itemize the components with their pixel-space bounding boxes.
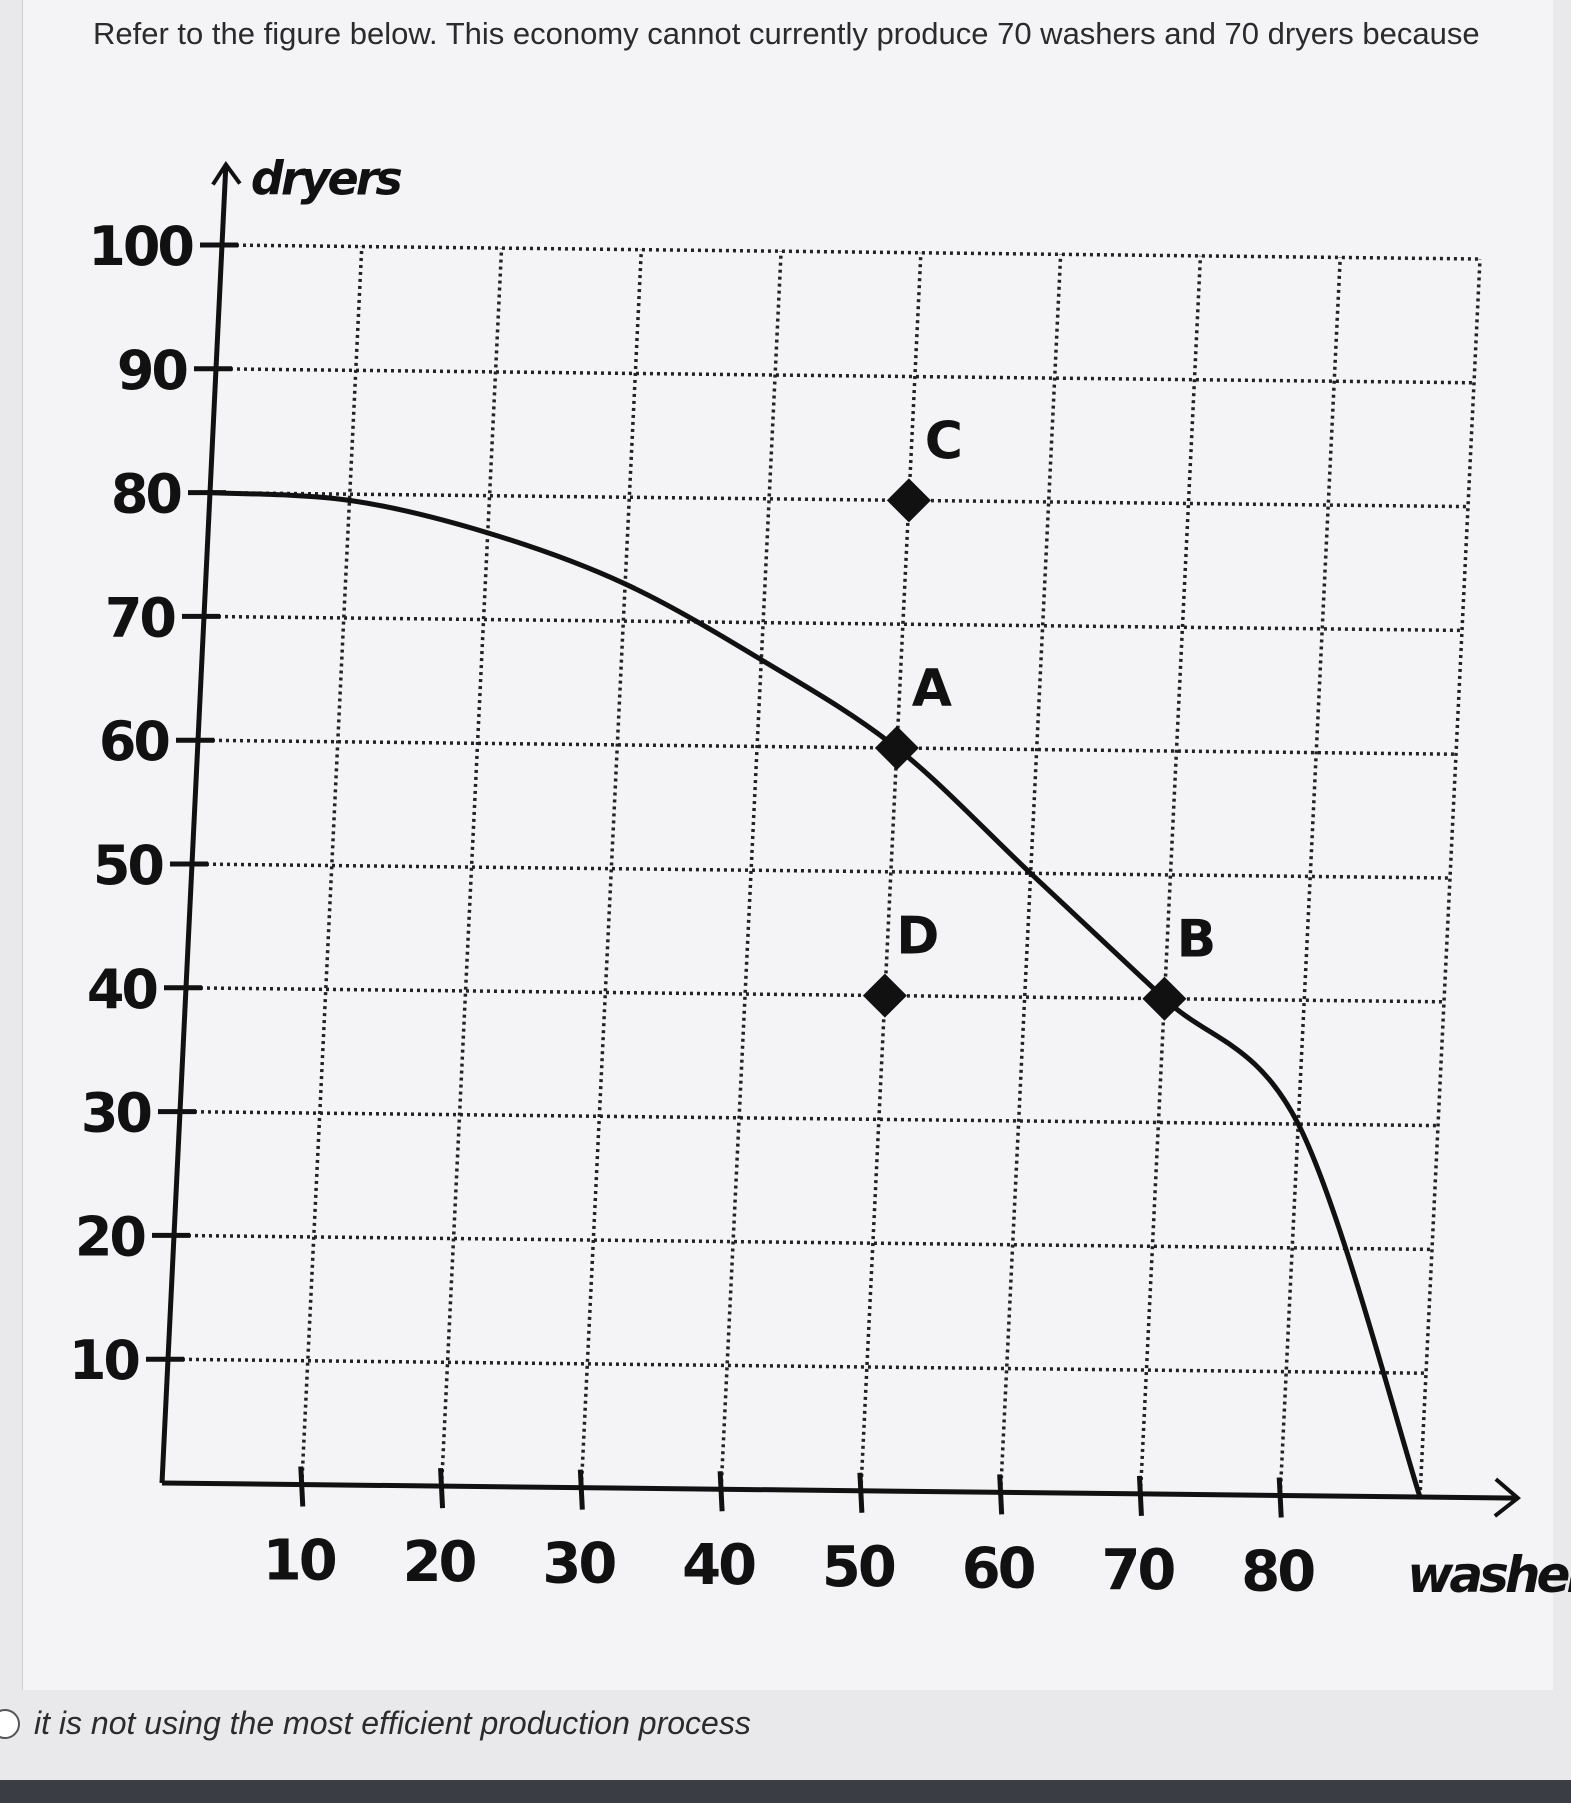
y-tick-label: 50 xyxy=(93,834,163,897)
point-d-marker xyxy=(862,973,907,1018)
gridline-horizontal xyxy=(221,243,1481,261)
x-tick xyxy=(438,1467,446,1509)
y-tick-label: 30 xyxy=(81,1082,151,1145)
chart-axes xyxy=(146,161,1521,1518)
x-tick-label: 70 xyxy=(1101,1538,1174,1603)
y-tick-label: 20 xyxy=(75,1205,145,1268)
point-d-label: D xyxy=(896,907,939,967)
x-axis-arrow-icon xyxy=(1493,1477,1521,1518)
point-c-label: C xyxy=(925,411,963,471)
ppf-curve-layer xyxy=(209,490,1423,1498)
gridline-vertical xyxy=(719,251,783,1490)
point-b-label: B xyxy=(1177,910,1217,970)
y-tick-label: 100 xyxy=(88,215,192,278)
gridline-vertical xyxy=(859,252,923,1491)
answer-radio[interactable] xyxy=(0,1708,20,1739)
x-tick xyxy=(717,1471,725,1512)
point-a-marker xyxy=(874,725,919,770)
gridline-vertical xyxy=(300,246,364,1485)
ppf-curve xyxy=(209,490,1423,1498)
gridline-horizontal xyxy=(185,986,1445,1004)
chart-grid xyxy=(167,243,1482,1498)
x-tick xyxy=(1276,1477,1284,1518)
gridline-vertical xyxy=(1278,257,1342,1496)
question-page: Refer to the figure below. This economy … xyxy=(22,0,1553,1690)
x-tick-label: 80 xyxy=(1241,1539,1314,1604)
y-tick-label: 70 xyxy=(105,586,175,649)
x-tick-label: 60 xyxy=(962,1536,1035,1601)
x-tick-label: 20 xyxy=(403,1530,476,1595)
gridline-horizontal xyxy=(179,1109,1439,1128)
gridline-horizontal xyxy=(197,738,1457,756)
x-tick xyxy=(577,1469,585,1510)
gridline-vertical xyxy=(439,248,504,1487)
y-axis-arrow-icon xyxy=(211,161,242,186)
gridline-horizontal xyxy=(173,1233,1433,1252)
chart-points xyxy=(862,478,1187,1021)
y-axis-label: dryers xyxy=(251,152,401,206)
x-tick xyxy=(1136,1475,1144,1517)
gridline-horizontal xyxy=(209,490,1469,509)
x-axis-label: washers xyxy=(1407,1546,1571,1604)
gridline-horizontal xyxy=(167,1357,1427,1375)
point-b-marker xyxy=(1142,976,1187,1021)
y-tick-label: 80 xyxy=(111,463,181,526)
y-tick-label: 10 xyxy=(69,1329,139,1392)
x-tick xyxy=(298,1466,306,1507)
answer-option[interactable]: it is not using the most efficient produ… xyxy=(0,1705,751,1742)
x-tick-label: 50 xyxy=(822,1535,895,1600)
gridline-horizontal xyxy=(203,614,1463,633)
y-tick-label: 90 xyxy=(117,339,187,402)
answer-option-text: it is not using the most efficient produ… xyxy=(34,1705,751,1741)
gridline-horizontal xyxy=(215,367,1475,385)
bottom-bar xyxy=(0,1780,1571,1803)
x-axis xyxy=(161,1480,1518,1501)
y-tick-label: 60 xyxy=(99,710,169,773)
gridline-vertical xyxy=(1138,255,1203,1494)
x-tick xyxy=(997,1474,1005,1515)
y-axis xyxy=(159,164,229,1484)
x-tick-label: 10 xyxy=(263,1529,336,1594)
x-tick xyxy=(857,1472,865,1513)
x-tick-label: 30 xyxy=(542,1532,615,1597)
point-c-marker xyxy=(886,478,931,523)
ppf-chart: 10 20 30 40 50 60 70 80 10 20 30 40 50 60 70 80 90 100 was… xyxy=(69,152,1571,1605)
point-a-label: A xyxy=(912,659,952,719)
gridline-vertical xyxy=(579,249,644,1488)
y-tick-label: 40 xyxy=(87,958,157,1021)
x-tick-label: 40 xyxy=(682,1533,755,1598)
gridline-horizontal xyxy=(191,862,1451,880)
chart-labels: 10 20 30 40 50 60 70 80 10 20 30 40 50 60 70 80 90 100 was… xyxy=(69,152,1571,1605)
question-text: Refer to the figure below. This economy … xyxy=(93,16,1480,51)
